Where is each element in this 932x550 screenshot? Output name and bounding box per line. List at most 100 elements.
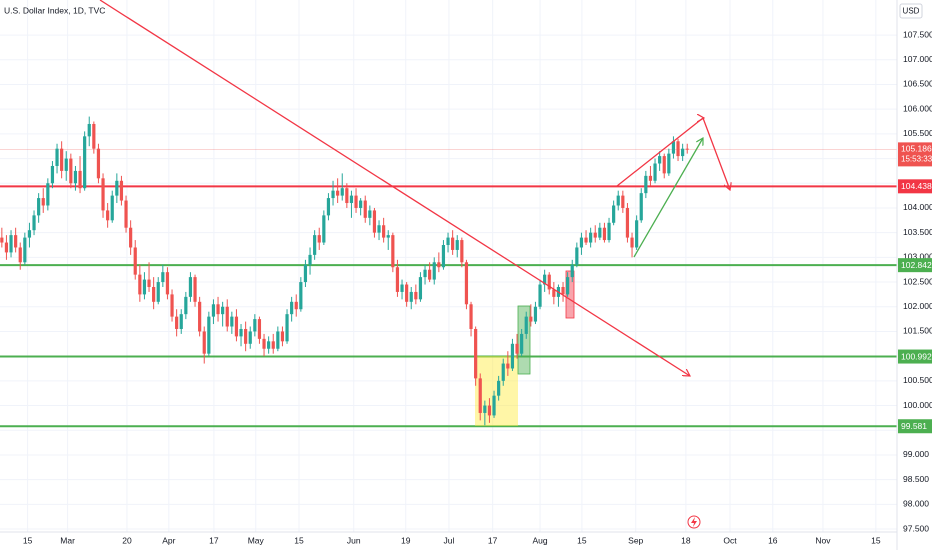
x-tick-label: Aug — [532, 535, 547, 545]
candle-body — [161, 272, 165, 283]
candle-body — [101, 178, 105, 211]
candle-body — [501, 363, 505, 381]
candle-body — [570, 264, 574, 278]
candle-body — [363, 200, 367, 218]
candle-body — [681, 148, 685, 157]
candle-body — [308, 254, 312, 265]
candle-body — [575, 247, 579, 265]
candle-body — [405, 284, 409, 302]
y-tick-label: 103.500 — [903, 227, 932, 237]
candle-body — [520, 333, 524, 354]
level-label: 104.438 — [901, 181, 932, 191]
candle-body — [428, 269, 432, 280]
candle-body — [142, 279, 147, 295]
candle-body — [492, 395, 496, 416]
candle-body — [602, 227, 607, 241]
candle-body — [317, 235, 321, 243]
candle-body — [409, 291, 413, 302]
chart-title: U.S. Dollar Index, 1D, TVC — [4, 5, 105, 15]
y-tick-label: 100.000 — [903, 400, 932, 410]
x-tick-label: 19 — [401, 535, 411, 545]
last-price-label: 105.186 — [901, 144, 932, 154]
level-label: 102.842 — [901, 260, 932, 270]
candle-body — [400, 284, 404, 292]
candle-body — [165, 272, 170, 295]
candle-body — [474, 328, 478, 379]
x-tick-label: 15 — [23, 535, 33, 545]
candle-body — [671, 141, 676, 154]
candle-body — [455, 240, 459, 250]
y-tick-label: 104.000 — [903, 202, 932, 212]
candle-body — [451, 237, 455, 250]
candle-body — [658, 156, 662, 164]
candle-body — [607, 222, 611, 241]
candle-body — [529, 316, 533, 322]
candle-body — [561, 286, 565, 295]
axes: 97.50098.00098.50099.00099.500100.000100… — [23, 29, 932, 545]
candle-body — [60, 148, 64, 171]
candle-body — [83, 136, 87, 189]
candle-body — [538, 284, 542, 307]
candle-body — [115, 180, 119, 196]
candle-body — [662, 156, 666, 174]
event-icon-bolt — [691, 517, 697, 527]
candle-body — [653, 163, 657, 181]
candle-body — [667, 153, 671, 174]
candles — [0, 116, 689, 426]
candle-body — [414, 291, 418, 300]
y-tick-label: 100.500 — [903, 375, 932, 385]
candle-body — [552, 289, 556, 297]
x-tick-label: 15 — [294, 535, 304, 545]
candle-body — [464, 262, 469, 305]
x-tick-label: May — [248, 535, 265, 545]
candle-body — [566, 277, 570, 295]
candle-body — [262, 338, 266, 349]
candle-body — [372, 210, 377, 233]
countdown-label: 15:53:33 — [901, 154, 932, 163]
candle-body — [598, 227, 602, 238]
candle-body — [239, 328, 243, 337]
candle-body — [73, 170, 78, 184]
currency: USD — [903, 7, 920, 16]
candle-body — [248, 331, 252, 344]
candle-body — [612, 205, 616, 223]
candle-body — [648, 175, 653, 181]
candle-body — [294, 301, 298, 310]
candle-body — [221, 306, 225, 315]
candle-body — [271, 341, 275, 349]
candle-body — [244, 328, 248, 344]
candle-body — [418, 277, 423, 300]
x-tick-label: Jun — [347, 535, 361, 545]
candle-body — [41, 198, 45, 206]
candle-body — [46, 183, 50, 206]
y-tick-label: 98.000 — [903, 499, 929, 509]
candle-body — [391, 235, 395, 268]
candle-body — [202, 331, 206, 354]
candle-body — [234, 316, 239, 337]
candle-body — [432, 262, 436, 280]
candle-body — [386, 235, 390, 238]
y-tick-label: 107.500 — [903, 29, 932, 39]
candle-body — [124, 200, 128, 228]
candle-body — [635, 220, 639, 248]
y-tick-label: 102.500 — [903, 276, 932, 286]
candle-body — [4, 242, 9, 253]
candle-body — [285, 314, 289, 342]
candle-body — [230, 316, 234, 327]
candle-body — [78, 170, 82, 189]
currency-box — [899, 3, 923, 19]
candle-body — [152, 286, 156, 302]
candle-body — [685, 148, 689, 150]
highlight-zone — [517, 305, 531, 375]
candle-body — [589, 232, 593, 243]
candle-body — [9, 235, 13, 253]
highlight-zone — [475, 356, 518, 426]
candle-body — [630, 237, 634, 248]
candle-body — [377, 225, 381, 233]
y-tick-label: 101.500 — [903, 326, 932, 336]
candle-body — [644, 175, 648, 194]
level-label: 99.581 — [901, 421, 927, 431]
candle-body — [211, 304, 216, 317]
candle-body — [299, 282, 303, 310]
event-icon[interactable] — [687, 515, 701, 529]
